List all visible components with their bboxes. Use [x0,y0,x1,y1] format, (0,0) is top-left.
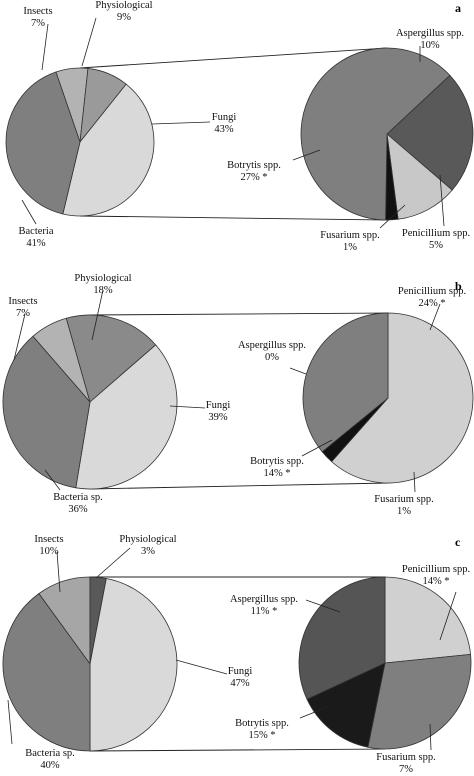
panel-c-detail-label-penicillium-spp-value: 14% * [422,576,449,587]
panel-a-main-label-insects-value: 7% [31,18,45,29]
panel-a-main-label-fungi-value: 43% [214,124,234,135]
panel-c-connector-line [89,748,386,752]
panel-a-main-label-physiological-name: Physiological [95,0,152,11]
panel-a-detail-label-botrytis-spp-name: Botrytis spp. [227,160,281,171]
panel-a-detail-slice-aspergillus-spp [386,74,474,191]
panel-a-connector-line [79,215,388,221]
panel-b-main-label-fungi-value: 39% [208,412,228,423]
panel-b-detail-label-fusarium-spp-leader [413,471,416,493]
panel-c-detail-label-fusarium-spp-value: 7% [399,764,413,775]
panel-a-main-label-physiological-leader [81,17,97,67]
panel-b-connector-line [89,312,389,316]
panel-a-detail-label-botrytis-spp-value: 27% * [240,172,267,183]
panel-c-main-label-bacteria-sp-name: Bacteria sp. [25,748,75,759]
panel-a-main-label-fungi-name: Fungi [212,112,237,123]
panel-b-detail-slice-botrytis-spp [302,312,389,453]
panel-b-main-slice-bacteria-sp [2,335,91,489]
panel-a-detail-label-aspergillus-spp-value: 10% [420,40,440,51]
panel-a-detail-slice-botrytis-spp [300,47,451,221]
panel-b-main-label-bacteria-sp-leader [44,469,61,491]
panel-letter: b [455,279,462,293]
panel-b-detail-label-aspergillus-spp-leader [289,367,307,375]
panel-b-main-label-bacteria-sp-value: 36% [68,504,88,515]
panel-a-main-label-insects-name: Insects [23,6,52,17]
panel-c-main-label-bacteria-sp-leader [7,699,13,745]
panel-c-detail-label-fusarium-spp-name: Fusarium spp. [376,752,436,763]
panel-a-main-label-physiological-value: 9% [117,12,131,23]
panel-c-detail-label-aspergillus-spp-leader [305,599,341,613]
panel-c-detail-label-botrytis-spp-value: 15% * [248,730,275,741]
panel-b-main-label-fungi-name: Fungi [206,400,231,411]
panel-c-detail-slice-penicillium-spp [367,653,472,750]
panel-b-main-label-fungi-leader [169,405,206,409]
panel-b-main-label-bacteria-sp-name: Bacteria sp. [53,492,103,503]
panel-c-main-label-bacteria-sp-value: 40% [40,760,60,771]
panel-c-main-label-insects-leader [56,551,61,593]
panel-c-main-label-insects-name: Insects [34,534,63,545]
panel-a-detail-label-fusarium-spp-name: Fusarium spp. [320,230,380,241]
panel-c-detail-label-botrytis-spp-name: Botrytis spp. [235,718,289,729]
panel-a-detail-label-penicillium-spp-name: Penicillium spp. [402,228,470,239]
panel-b-detail-label-penicillium-spp-name: Penicillium spp. [398,286,466,297]
panel-b-detail-label-fusarium-spp-value: 1% [397,506,411,517]
panel-b-detail-label-aspergillus-spp-value: 0% [265,352,279,363]
panel-a-main-label-bacteria-name: Bacteria [19,226,54,237]
panel-b-main-slice-physiological [65,314,157,403]
panel-a-main-slice-fungi [62,83,155,217]
panel-a-main-label-fungi-leader [151,121,211,125]
panel-letter: a [455,1,461,15]
panel-c-detail-slice-fusarium-spp [306,662,386,748]
panel-c-detail-slice-aspergillus-spp [384,576,472,664]
panel-b-main-slice-fungi [75,344,178,490]
panel-a-detail-label-fusarium-spp-value: 1% [343,242,357,253]
panel-c-main-label-insects-value: 10% [39,546,59,557]
panel-b-detail-label-botrytis-spp-name: Botrytis spp. [250,456,304,467]
panel-c-main-label-physiological-value: 3% [141,546,155,557]
panel-b-detail-label-penicillium-spp-value: 24% * [418,298,445,309]
panel-b-main-label-insects-name: Insects [8,296,37,307]
panel-b-detail-label-botrytis-spp-leader [301,439,333,457]
panel-c-detail-label-penicillium-spp-name: Penicillium spp. [402,564,470,575]
panel-c-main-label-physiological-leader [95,547,131,579]
panel-b-detail-label-penicillium-spp-leader [429,303,441,331]
panel-b-detail-label-aspergillus-spp-name: Aspergillus spp. [238,340,306,351]
panel-a-detail-label-penicillium-spp-leader [439,174,445,227]
panel-b-main-label-insects-leader [13,313,26,361]
panel-a-detail-slice-penicillium-spp [386,133,453,220]
panel-a-detail-label-penicillium-spp-value: 5% [429,240,443,251]
panel-c-detail-label-botrytis-spp-leader [299,705,331,719]
panel-b-main-label-physiological-name: Physiological [74,273,131,284]
panel-c-main-slice-bacteria-sp [2,593,91,752]
panel-a-detail-label-aspergillus-spp-name: Aspergillus spp. [396,28,464,39]
panel-b-main-label-physiological-leader [91,289,104,341]
panel-c-detail-label-penicillium-spp-leader [439,591,457,641]
panel-b-detail-slice-penicillium-spp [331,312,474,484]
panel-a-detail-label-fusarium-spp-leader [379,204,406,229]
panel-letter: c [455,535,461,549]
panel-a-connector-line [79,47,388,69]
panel-c-detail-label-fusarium-spp-leader [429,723,432,751]
panel-b-detail-label-fusarium-spp-name: Fusarium spp. [374,494,434,505]
panel-a-main-label-bacteria-value: 41% [26,238,46,249]
panel-c-main-label-physiological-name: Physiological [119,534,176,545]
panel-c-main-slice-fungi [89,578,178,752]
panel-c-detail-label-aspergillus-spp-value: 11% * [251,606,278,617]
panel-c-main-label-fungi-name: Fungi [228,666,253,677]
panel-b-detail-label-botrytis-spp-value: 14% * [263,468,290,479]
panel-a-detail-label-botrytis-spp-leader [292,149,321,161]
panel-b-connector-line [89,482,389,490]
panel-c-main-label-fungi-leader [175,659,228,675]
panel-a-main-slice-bacteria [5,71,81,215]
panel-a-main-label-insects-leader [41,23,49,71]
panel-c-main-label-fungi-value: 47% [230,678,250,689]
panel-b-main-label-physiological-value: 18% [93,285,113,296]
panel-b-main-label-insects-value: 7% [16,308,30,319]
panel-c-detail-slice-botrytis-spp [298,576,386,700]
panel-c-detail-label-aspergillus-spp-name: Aspergillus spp. [230,594,298,605]
panel-a-main-label-bacteria-leader [21,199,37,225]
